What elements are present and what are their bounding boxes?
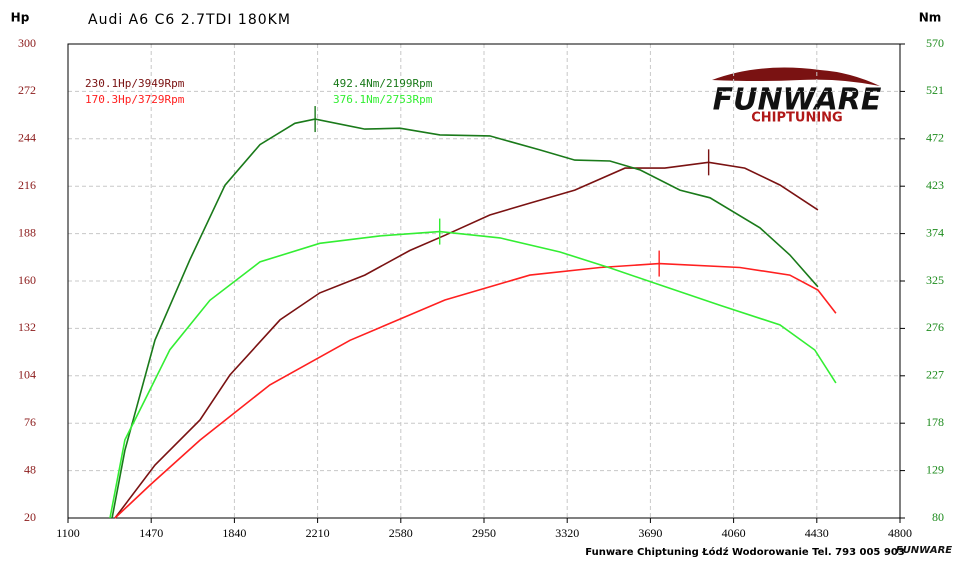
x-tick-label: 1100	[56, 526, 80, 540]
y-tick-label: 244	[18, 131, 36, 145]
y2-tick-label: 374	[926, 225, 944, 239]
y2-axis-label: Nm	[919, 11, 942, 25]
footer-logo: FUNWARE	[896, 545, 952, 556]
y2-tick-label: 227	[926, 368, 944, 382]
y2-tick-label: 129	[926, 462, 944, 476]
series-line	[109, 230, 837, 519]
x-tick-label: 4800	[888, 526, 912, 540]
logo-swoosh	[712, 67, 880, 86]
x-tick-label: 3320	[555, 526, 579, 540]
x-tick-label: 4430	[805, 526, 829, 540]
x-tick-label: 1470	[139, 526, 163, 540]
y-tick-label: 48	[24, 462, 36, 476]
footer: Funware Chiptuning Łódź Wodorowanie Tel.…	[585, 546, 905, 558]
x-tick-label: 2580	[389, 526, 413, 540]
annotation: 230.1Hp/3949Rpm	[85, 77, 185, 90]
y2-tick-label: 472	[926, 131, 944, 145]
y-tick-label: 300	[18, 36, 36, 50]
x-tick-label: 4060	[722, 526, 746, 540]
logo-name: FUNWARE	[713, 83, 882, 118]
x-tick-label: 3690	[638, 526, 662, 540]
series-line	[114, 262, 837, 519]
x-tick-label: 2210	[306, 526, 330, 540]
y-axis-label: Hp	[11, 11, 30, 25]
y-tick-label: 76	[24, 415, 36, 429]
x-tick-label: 1840	[222, 526, 246, 540]
series-line	[111, 118, 819, 519]
logo-tagline: CHIPTUNING	[751, 111, 842, 126]
y2-tick-label: 423	[926, 178, 944, 192]
y2-tick-label: 570	[926, 36, 944, 50]
plot-frame	[67, 43, 901, 519]
y-tick-label: 188	[18, 225, 36, 239]
y2-tick-label: 521	[926, 83, 944, 97]
logo: FUNWARE CHIPTUNING	[712, 67, 882, 126]
y-tick-label: 272	[18, 83, 36, 97]
y2-tick-label: 178	[926, 415, 944, 429]
y-tick-label: 132	[18, 320, 36, 334]
y2-tick-label: 80	[932, 510, 944, 524]
y2-tick-label: 325	[926, 273, 944, 287]
x-tick-label: 2950	[472, 526, 496, 540]
y-tick-label: 160	[18, 273, 36, 287]
chart-title: Audi A6 C6 2.7TDI 180KM	[88, 12, 291, 28]
y-tick-label: 104	[18, 368, 36, 382]
y2-tick-label: 276	[926, 320, 944, 334]
annotation: 492.4Nm/2199Rpm	[333, 77, 433, 90]
y-tick-label: 20	[24, 510, 36, 524]
series-line	[114, 161, 819, 519]
annotation: 376.1Nm/2753Rpm	[333, 93, 433, 106]
y-tick-label: 216	[18, 178, 36, 192]
annotation: 170.3Hp/3729Rpm	[85, 93, 185, 106]
